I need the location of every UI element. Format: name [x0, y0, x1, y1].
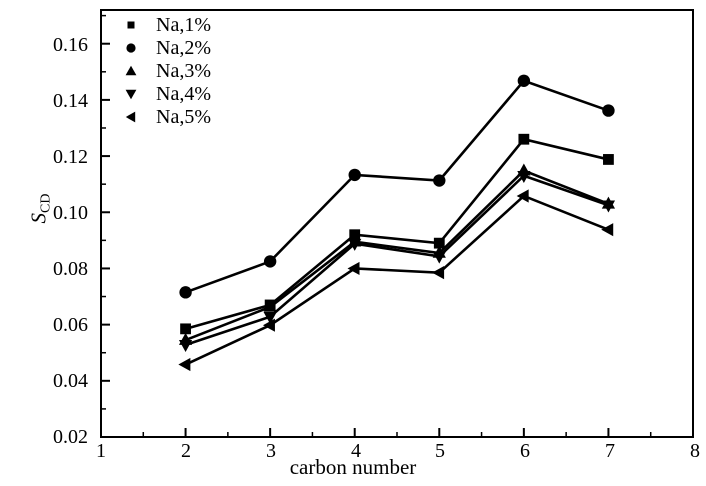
series-line	[185, 194, 609, 366]
legend-item-label: Na,5%	[156, 105, 211, 128]
x-tick-label: 6	[520, 440, 530, 462]
legend-item-label: Na,2%	[156, 36, 211, 59]
y-tick-label: 0.12	[53, 146, 88, 168]
data-point-marker	[348, 238, 362, 251]
data-point-marker	[517, 170, 531, 183]
y-tick-label: 0.02	[53, 426, 88, 448]
legend-item-label: Na,4%	[156, 82, 211, 105]
x-tick-label: 1	[96, 440, 106, 462]
chart-legend: Na,1% Na,2% Na,3% Na,4% Na,5%	[118, 13, 211, 128]
data-point-marker	[347, 261, 360, 276]
data-point-marker	[263, 299, 277, 312]
data-series	[178, 170, 616, 353]
data-series	[179, 74, 615, 299]
legend-item: Na,1%	[118, 13, 211, 36]
y-tick-label: 0.06	[53, 314, 88, 336]
triangle-down-marker	[118, 87, 144, 101]
x-tick-label: 3	[266, 440, 276, 462]
legend-item-label: Na,1%	[156, 13, 211, 36]
x-tick-label: 5	[435, 440, 445, 462]
data-point-marker	[178, 340, 193, 353]
data-series	[178, 163, 616, 345]
x-tick-label: 8	[690, 440, 700, 462]
y-tick-label: 0.16	[53, 34, 88, 56]
square-marker	[118, 18, 144, 32]
data-point-marker	[432, 266, 445, 280]
data-point-marker	[433, 237, 445, 249]
data-point-marker	[602, 104, 615, 117]
data-point-marker	[263, 255, 277, 268]
series-line	[185, 79, 609, 294]
axis-ticks	[100, 14, 694, 438]
x-tick-label: 7	[605, 440, 615, 462]
data-point-marker	[516, 189, 529, 203]
data-series-group	[178, 74, 616, 372]
data-series	[180, 133, 614, 335]
x-axis-title: carbon number	[289, 455, 417, 479]
data-point-marker	[603, 154, 614, 165]
y-tick-label: 0.08	[53, 258, 88, 280]
legend-item-label: Na,3%	[156, 59, 211, 82]
y-tick-label: 0.04	[53, 370, 88, 392]
data-point-marker	[518, 133, 530, 145]
data-point-marker	[262, 318, 275, 332]
triangle-left-marker	[118, 110, 144, 124]
data-point-marker	[179, 286, 192, 299]
data-point-marker	[178, 357, 191, 372]
series-line	[185, 174, 609, 347]
legend-item: Na,3%	[118, 59, 211, 82]
y-tick-label: 0.10	[53, 202, 88, 224]
data-point-marker	[601, 223, 614, 237]
legend-item: Na,5%	[118, 105, 211, 128]
y-tick-label: 0.14	[53, 90, 88, 112]
data-point-marker	[601, 200, 616, 213]
data-point-marker	[348, 168, 361, 182]
x-tick-label: 2	[181, 440, 191, 462]
triangle-up-marker	[118, 64, 144, 78]
legend-item: Na,4%	[118, 82, 211, 105]
data-point-marker	[180, 323, 191, 335]
x-tick-label: 4	[351, 440, 361, 462]
circle-marker	[118, 41, 144, 55]
data-point-marker	[263, 311, 277, 324]
data-series	[178, 189, 614, 372]
data-point-marker	[433, 174, 446, 187]
series-line	[185, 169, 609, 342]
series-line	[185, 137, 609, 331]
legend-item: Na,2%	[118, 36, 211, 59]
data-point-marker	[432, 251, 446, 264]
data-point-marker	[517, 74, 531, 87]
